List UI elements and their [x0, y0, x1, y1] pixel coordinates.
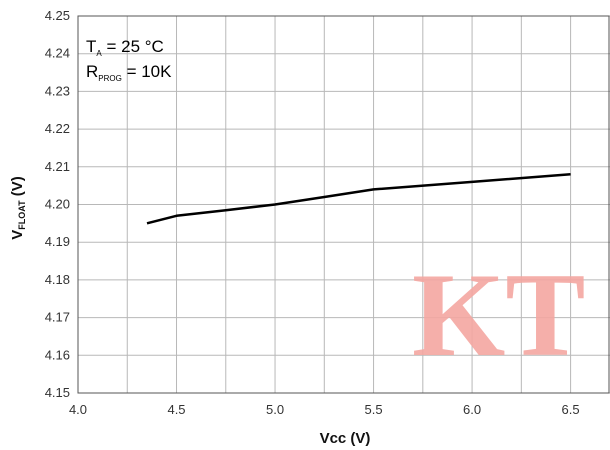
y-axis-title-sub: FLOAT — [17, 200, 27, 230]
y-tick-label: 4.21 — [45, 159, 70, 174]
x-tick-label: 4.0 — [69, 402, 87, 417]
annotation-rprog-rest: = 10K — [122, 62, 172, 81]
x-tick-label: 5.5 — [365, 402, 383, 417]
x-tick-label: 6.0 — [463, 402, 481, 417]
watermark: KT — [412, 248, 585, 381]
y-tick-label: 4.16 — [45, 347, 70, 362]
annotation-rprog-main: R — [86, 62, 98, 81]
y-axis-title-main: V — [9, 230, 26, 240]
annotation-rprog-sub: PROG — [98, 74, 122, 83]
y-tick-label: 4.22 — [45, 121, 70, 136]
series-line — [146, 173, 571, 225]
annotation-rprog: RPROG = 10K — [86, 62, 172, 83]
x-tick-label: 4.5 — [167, 402, 185, 417]
y-tick-label: 4.17 — [45, 310, 70, 325]
svg-text:TA = 25 °C: TA = 25 °C — [86, 37, 164, 58]
x-axis-title: Vcc (V) — [320, 430, 371, 447]
svg-text:RPROG = 10K: RPROG = 10K — [86, 62, 172, 83]
x-tick-labels: 4.0 4.5 5.0 5.5 6.0 6.5 — [69, 402, 580, 417]
y-tick-label: 4.24 — [45, 46, 70, 61]
y-axis-title-suffix: (V) — [9, 176, 26, 200]
y-tick-labels: 4.15 4.16 4.17 4.18 4.19 4.20 4.21 4.22 4.23 4.24… — [45, 8, 70, 400]
annotation-temperature-main: T — [86, 37, 96, 56]
annotation-temperature-rest: = 25 °C — [102, 37, 164, 56]
annotation-temperature: TA = 25 °C — [86, 37, 164, 58]
y-tick-label: 4.18 — [45, 272, 70, 287]
annotation-temperature-sub: A — [96, 49, 102, 58]
x-tick-label: 6.5 — [562, 402, 580, 417]
y-tick-label: 4.19 — [45, 234, 70, 249]
y-axis-title: VFLOAT (V) — [9, 176, 27, 240]
x-tick-label: 5.0 — [266, 402, 284, 417]
y-tick-label: 4.25 — [45, 8, 70, 23]
y-tick-label: 4.20 — [45, 197, 70, 212]
y-tick-label: 4.23 — [45, 83, 70, 98]
plot-frame — [77, 15, 610, 394]
y-tick-label: 4.15 — [45, 385, 70, 400]
